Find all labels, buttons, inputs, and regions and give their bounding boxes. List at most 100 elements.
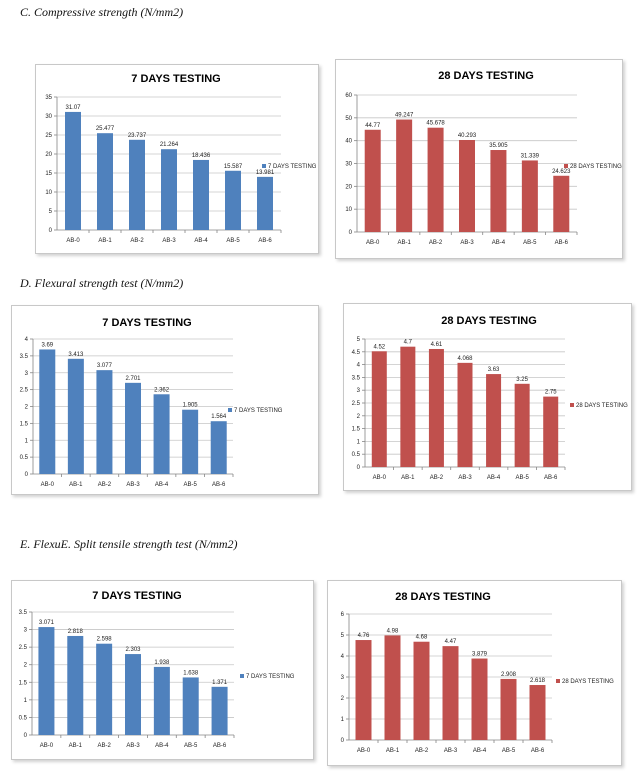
x-tick-label: AB-4: [487, 475, 501, 481]
chart-d-28-days-svg: 28 DAYS TESTING 0 0.5 1 1.5 2 2.5 3 3.5 4 4.5 5 4.52…: [352, 315, 628, 481]
legend-swatch: [564, 164, 568, 168]
y-tick-label: 4: [357, 363, 361, 369]
y-tick-label: 60: [345, 93, 352, 99]
y-tick-label: 5: [49, 209, 53, 215]
legend-label: 7 DAYS TESTING: [234, 408, 283, 414]
chart-title: 7 DAYS TESTING: [92, 590, 181, 602]
y-tick-label: 0: [341, 738, 345, 744]
data-label: 3.63: [488, 367, 500, 373]
legend-label: 7 DAYS TESTING: [268, 164, 317, 170]
y-tick-label: 3.5: [20, 354, 29, 360]
data-label: 3.071: [39, 620, 55, 626]
x-tick-label: AB-6: [213, 743, 227, 749]
data-label: 3.25: [516, 377, 528, 383]
y-tick-label: 5: [357, 337, 361, 343]
x-tick-label: AB-6: [555, 240, 569, 246]
data-label: 45.678: [426, 121, 445, 127]
y-tick-label: 2: [24, 663, 28, 669]
legend-swatch: [240, 674, 244, 678]
bar: [125, 654, 141, 735]
x-tick-label: AB-0: [40, 743, 54, 749]
y-tick-label: 15: [45, 171, 52, 177]
bar: [38, 627, 55, 735]
data-label: 1.905: [183, 403, 199, 409]
data-label: 4.68: [416, 635, 428, 641]
chart-e-7-days-svg: 7 DAYS TESTING 0 0.5 1 1.5 2 2.5 3 3.5 3.071 AB-0 2…: [19, 590, 295, 749]
y-tick-label: 0: [49, 228, 53, 234]
bar: [129, 139, 145, 230]
bar: [193, 159, 209, 230]
legend-swatch: [228, 408, 232, 412]
x-tick-label: AB-0: [366, 240, 380, 246]
x-tick-label: AB-0: [357, 748, 371, 754]
x-tick-label: AB-4: [473, 748, 487, 754]
x-tick-label: AB-1: [397, 240, 411, 246]
legend-swatch: [570, 403, 574, 407]
x-tick-label: AB-5: [502, 748, 516, 754]
data-label: 4.47: [445, 639, 457, 645]
legend-label: 28 DAYS TESTING: [570, 164, 622, 170]
x-tick-label: AB-2: [97, 743, 111, 749]
chart-title: 7 DAYS TESTING: [131, 73, 220, 85]
bar: [182, 677, 199, 735]
x-tick-label: AB-5: [515, 475, 529, 481]
data-label: 25.477: [96, 126, 115, 132]
y-tick-label: 0: [349, 230, 353, 236]
y-tick-label: 0.5: [19, 715, 28, 721]
x-tick-label: AB-0: [373, 475, 387, 481]
y-tick-label: 4: [25, 337, 29, 343]
bar: [427, 127, 444, 232]
data-label: 31.339: [521, 153, 540, 159]
y-tick-label: 4.5: [352, 350, 361, 356]
y-tick-label: 0.5: [352, 452, 361, 458]
y-tick-label: 2.5: [19, 645, 28, 651]
bar: [97, 133, 113, 230]
x-tick-label: AB-6: [258, 238, 272, 244]
x-tick-label: AB-3: [444, 748, 458, 754]
x-tick-label: AB-2: [415, 748, 429, 754]
bar: [182, 409, 199, 474]
data-label: 40.293: [458, 133, 477, 139]
chart-title: 28 DAYS TESTING: [441, 315, 537, 327]
bar: [153, 394, 170, 474]
chart-title: 7 DAYS TESTING: [102, 317, 191, 329]
bar: [400, 346, 416, 467]
x-tick-label: AB-6: [544, 475, 558, 481]
bar: [67, 358, 84, 474]
data-label: 21.264: [160, 142, 179, 148]
y-tick-label: 0.5: [20, 455, 29, 461]
y-tick-label: 1: [341, 717, 345, 723]
x-tick-label: AB-4: [492, 240, 506, 246]
y-tick-label: 1: [25, 438, 29, 444]
data-label: 24.623: [552, 169, 571, 175]
y-tick-label: 10: [45, 190, 52, 196]
bar: [459, 139, 475, 232]
chart-c-28-days: 28 DAYS TESTING 0 10 20 30 40 50 60 44.77 AB-0 49.…: [335, 59, 623, 259]
bar: [543, 396, 559, 467]
y-tick-label: 3.5: [352, 375, 361, 381]
bar: [442, 646, 459, 740]
y-tick-label: 3: [341, 675, 345, 681]
data-label: 2.818: [68, 629, 84, 635]
x-tick-label: AB-6: [531, 748, 545, 754]
bar: [384, 635, 401, 740]
x-tick-label: AB-1: [386, 748, 400, 754]
data-label: 4.068: [457, 356, 473, 362]
data-label: 3.879: [472, 652, 488, 658]
bar: [153, 666, 170, 735]
y-tick-label: 4: [341, 654, 345, 660]
chart-d-7-days: 7 DAYS TESTING 0 0.5 1 1.5 2 2.5 3 3.5 4 3.69 AB-0 3…: [11, 305, 319, 495]
bar: [490, 150, 507, 232]
x-tick-label: AB-1: [401, 475, 415, 481]
bar: [514, 383, 530, 467]
bar: [521, 160, 538, 232]
bar: [125, 382, 141, 474]
data-label: 4.61: [431, 342, 443, 348]
chart-c-28-days-svg: 28 DAYS TESTING 0 10 20 30 40 50 60 44.77 AB-0 49.…: [345, 70, 622, 246]
data-label: 23.737: [128, 133, 147, 139]
section-c-heading: C. Compressive strength (N/mm2): [20, 5, 184, 19]
y-tick-label: 1: [24, 698, 28, 704]
data-label: 1.938: [154, 660, 170, 666]
y-tick-label: 20: [345, 184, 352, 190]
data-label: 2.618: [530, 678, 546, 684]
